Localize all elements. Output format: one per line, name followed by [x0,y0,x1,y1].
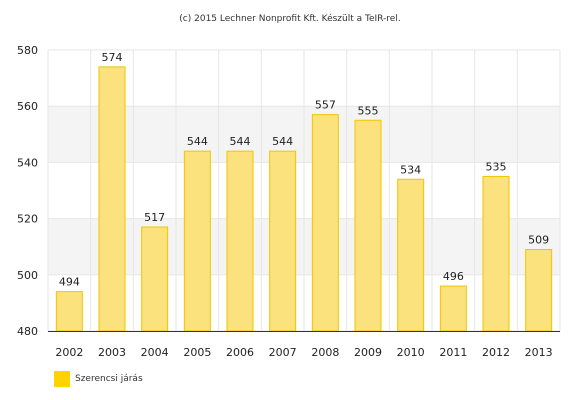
x-axis-ticks: 2002 2003 2004 2005 2006 2007 2008 2009 2010 2011… [55,346,552,359]
y-tick-label: 480 [17,325,38,338]
bar [269,150,297,332]
x-tick-label: 2010 [397,346,425,359]
data-label: 557 [315,99,336,112]
y-tick-label: 500 [17,269,38,282]
bar [311,114,339,332]
data-label: 517 [144,211,165,224]
bar [482,175,510,332]
bar [183,150,211,332]
data-label: 509 [528,234,549,247]
data-label: 544 [187,135,208,148]
bar [98,66,126,332]
data-label: 555 [358,104,379,117]
x-tick-label: 2003 [98,346,126,359]
bar [439,285,467,332]
legend-label: Szerencsi járás [75,374,143,384]
bar [354,119,382,332]
x-tick-label: 2008 [311,346,339,359]
y-tick-label: 580 [17,44,38,57]
legend: Szerencsi járás [54,371,143,387]
x-tick-label: 2013 [525,346,553,359]
chart-credit: (c) 2015 Lechner Nonprofit Kft. Készült … [179,14,401,24]
x-tick-label: 2002 [55,346,83,359]
legend-swatch [54,371,70,387]
data-label: 544 [230,135,251,148]
y-tick-label: 520 [17,213,38,226]
data-label: 494 [59,276,80,289]
x-tick-label: 2012 [482,346,510,359]
x-tick-label: 2009 [354,346,382,359]
bars [55,66,553,332]
bar [141,226,169,332]
y-axis-ticks: 480 500 520 540 560 580 [17,44,38,338]
data-label: 535 [486,160,507,173]
x-tick-label: 2005 [183,346,211,359]
bar [525,249,553,332]
data-label: 574 [102,51,123,64]
data-label: 534 [400,163,421,176]
data-labels: 494 574 517 544 544 544 557 555 534 496 535 509 [59,51,549,289]
grid-lines [47,49,561,332]
x-tick-label: 2011 [439,346,467,359]
data-label: 496 [443,270,464,283]
y-tick-label: 560 [17,100,38,113]
data-label: 544 [272,135,293,148]
bar [226,150,254,332]
x-tick-label: 2004 [141,346,169,359]
bar [397,178,425,332]
bar [55,291,83,332]
x-tick-label: 2006 [226,346,254,359]
y-tick-label: 540 [17,156,38,169]
x-tick-label: 2007 [269,346,297,359]
